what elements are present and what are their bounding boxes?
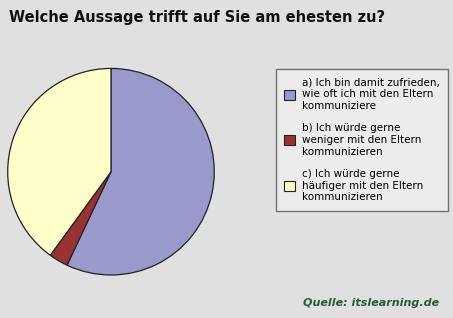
Wedge shape [8,68,111,255]
Wedge shape [67,68,214,275]
Wedge shape [50,172,111,265]
Text: Welche Aussage trifft auf Sie am ehesten zu?: Welche Aussage trifft auf Sie am ehesten… [9,10,385,24]
Text: Quelle: itslearning.de: Quelle: itslearning.de [304,299,439,308]
Legend: a) Ich bin damit zufrieden,
wie oft ich mit den Eltern
kommuniziere, b) Ich würd: a) Ich bin damit zufrieden, wie oft ich … [275,69,448,211]
